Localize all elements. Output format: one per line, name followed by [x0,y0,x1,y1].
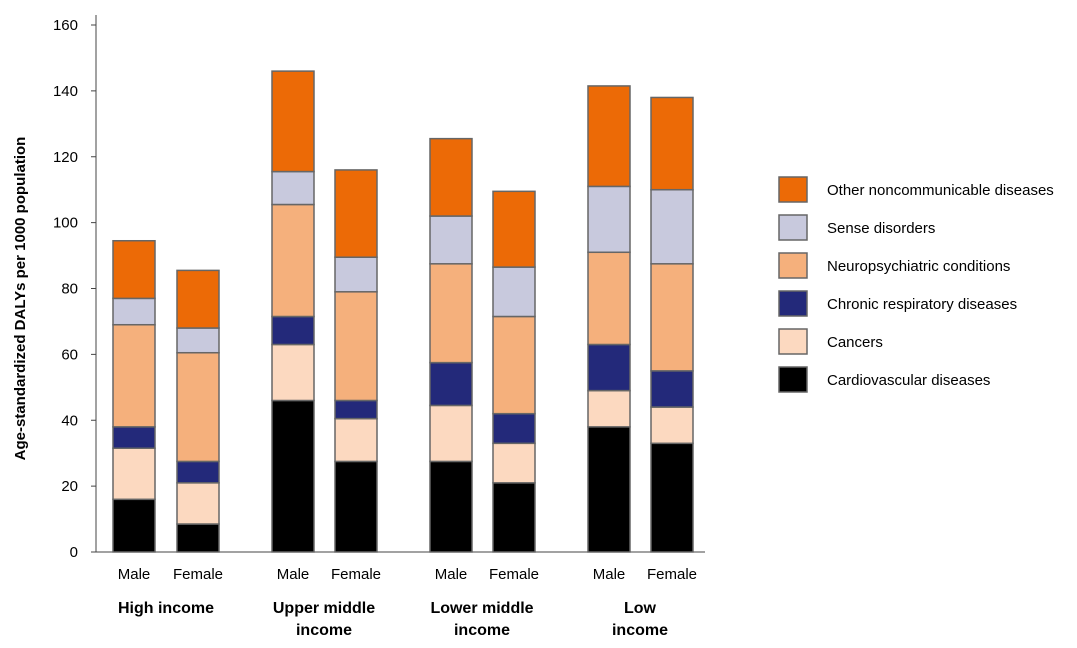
bar-segment [650,370,694,408]
bar-segment [587,343,631,392]
bar-segment [334,169,378,258]
y-tick-label: 60 [61,346,78,363]
category-label: Male [593,566,626,583]
bar-segment [176,269,220,329]
bar-segment [429,460,473,553]
bar-segment [492,266,536,318]
bar-segment [334,256,378,293]
legend-label: Sense disorders [827,220,935,237]
bar-segment [492,315,536,415]
y-tick-label: 100 [53,215,78,232]
bar-segment [492,190,536,268]
bar-segment [650,406,694,445]
bar-segment [334,460,378,553]
bar-segment [429,215,473,265]
bar-segment [587,426,631,553]
bar-segment [429,263,473,364]
y-tick-label: 140 [53,83,78,100]
bar-segment [112,498,156,553]
bar-segment [650,188,694,265]
group-label: Lower middle income [430,600,533,639]
y-tick-label: 40 [61,412,78,429]
bar-segment [112,297,156,326]
bar-segment [271,170,315,206]
bar-segment [112,447,156,501]
legend-label: Neuropsychiatric conditions [827,258,1010,275]
bar-segment [271,343,315,402]
bar-segment [112,239,156,300]
category-label: Male [277,566,310,583]
bar-segment [587,251,631,346]
category-label: Female [173,566,223,583]
bar-segment [334,399,378,420]
y-axis-title: Age-standardized DALYs per 1000 populati… [12,137,29,461]
bar-segment [650,442,694,553]
bar-segment [587,185,631,254]
legend-label: Cancers [827,334,883,351]
y-tick-label: 160 [53,17,78,34]
y-tick-label: 120 [53,149,78,166]
legend-swatch [778,252,808,279]
bar-segment [271,203,315,318]
group-label: High income [118,600,214,617]
bar-segment [176,460,220,484]
bar-segment [429,404,473,463]
bar-segment [334,417,378,463]
bar-segment [271,399,315,553]
bar-segment [429,361,473,407]
bar-segment [334,291,378,402]
legend-swatch [778,214,808,241]
legend-label: Other noncommunicable diseases [827,182,1054,199]
bar-segment [492,482,536,553]
bar-segment [176,351,220,463]
bar-segment [587,389,631,428]
bar-segment [492,412,536,445]
bar-segment [112,323,156,428]
bar-segment [271,315,315,346]
bar-segment [176,523,220,553]
group-label: Upper middle income [273,600,375,639]
category-label: Female [647,566,697,583]
category-label: Male [435,566,468,583]
category-label: Male [118,566,151,583]
bar-segment [271,70,315,173]
legend-swatch [778,366,808,393]
y-tick-label: 80 [61,281,78,298]
bar-segment [176,327,220,354]
y-tick-label: 20 [61,478,78,495]
legend-label: Chronic respiratory diseases [827,296,1017,313]
bar-segment [587,85,631,188]
bar-segment [492,442,536,484]
category-label: Female [331,566,381,583]
bar-segment [429,137,473,217]
legend-label: Cardiovascular diseases [827,372,990,389]
bar-segment [650,96,694,191]
category-label: Female [489,566,539,583]
legend-swatch [778,290,808,317]
bar-segment [112,426,156,449]
bar-segment [650,263,694,372]
y-tick-label: 0 [70,544,78,561]
legend-swatch [778,176,808,203]
legend-swatch [778,328,808,355]
group-label: Low income [612,600,668,639]
bar-segment [176,482,220,525]
